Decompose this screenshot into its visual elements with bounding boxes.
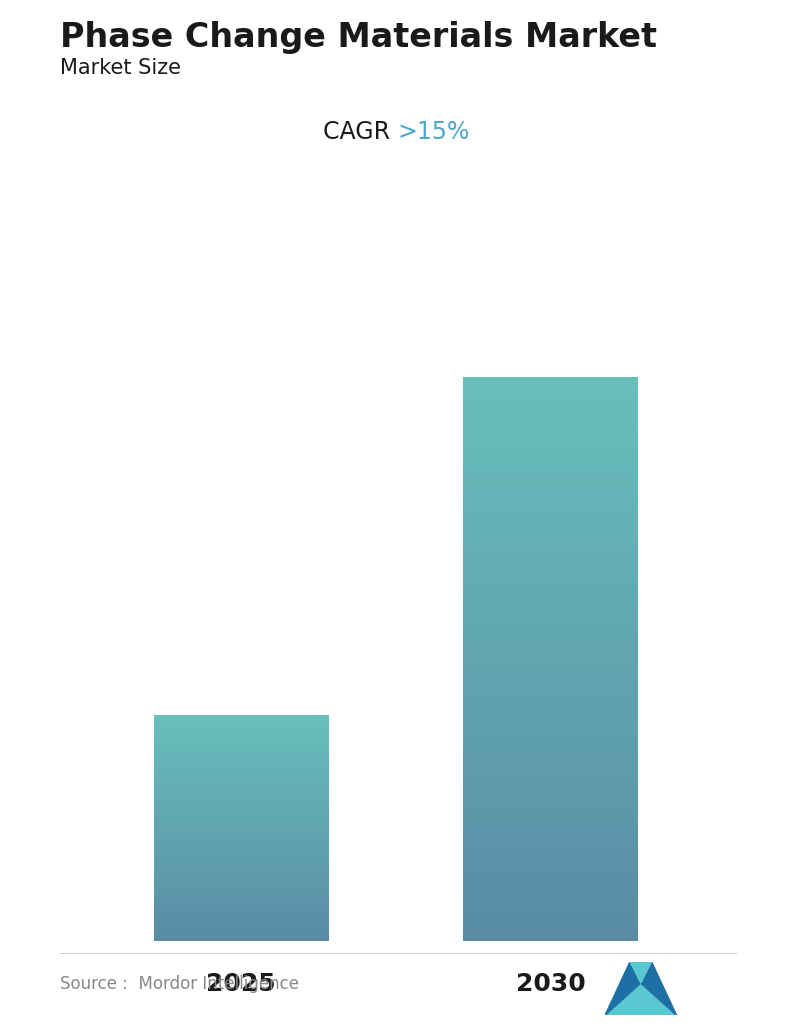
Text: 2025: 2025: [206, 972, 276, 996]
Text: CAGR: CAGR: [323, 120, 398, 145]
Polygon shape: [630, 962, 652, 983]
Polygon shape: [641, 962, 677, 1015]
Polygon shape: [605, 962, 641, 1015]
Text: Phase Change Materials Market: Phase Change Materials Market: [60, 21, 657, 54]
Polygon shape: [605, 983, 677, 1015]
Text: >15%: >15%: [398, 120, 470, 145]
Text: Market Size: Market Size: [60, 58, 181, 78]
Text: Source :  Mordor Intelligence: Source : Mordor Intelligence: [60, 975, 298, 994]
Text: 2030: 2030: [516, 972, 586, 996]
